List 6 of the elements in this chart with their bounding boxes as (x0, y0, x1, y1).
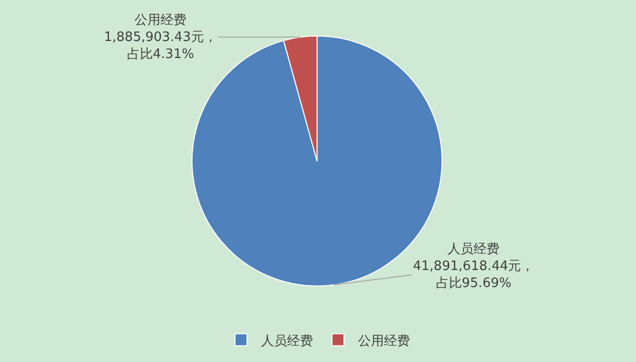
data-label: 41,891,618.44元，占比95.69% (413, 258, 534, 291)
data-label: 1,885,903.43元，占比4.31% (104, 30, 217, 62)
slice-label: 公用经费 (134, 13, 186, 28)
legend-label: 公用经费 (358, 334, 410, 349)
slice-label: 人员经费 (448, 242, 500, 257)
legend-label: 人员经费 (261, 334, 313, 349)
